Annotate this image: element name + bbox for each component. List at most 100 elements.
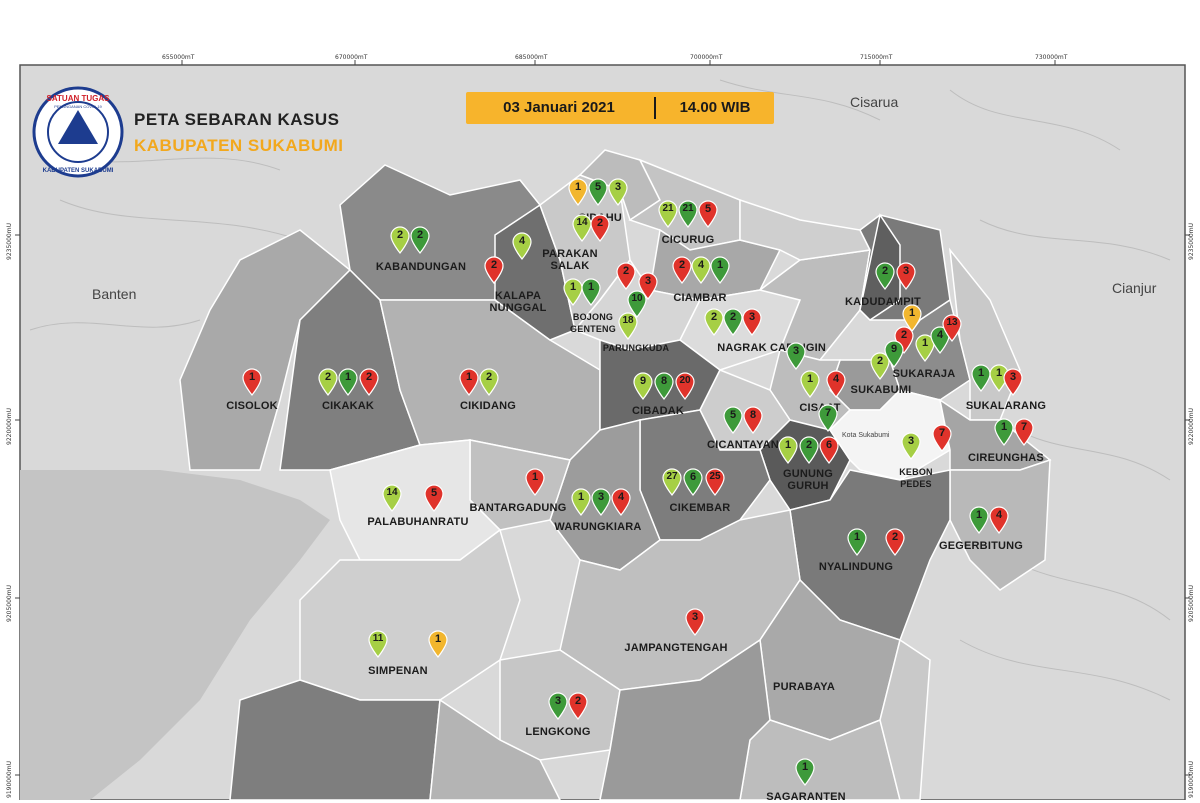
- map-pin-icon: [484, 256, 504, 284]
- case-marker: 2: [484, 256, 504, 284]
- task-force-logo: SATUAN TUGAS KABUPATEN SUKABUMI PENANGAN…: [32, 86, 124, 178]
- map-pin-icon: [884, 340, 904, 368]
- district-label-cikembar: CIKEMBAR: [669, 502, 731, 514]
- case-marker: 8: [654, 372, 674, 400]
- case-count: 1: [853, 531, 861, 543]
- case-count: 1: [531, 471, 539, 483]
- grid-label-right: 9220000mU: [1188, 408, 1195, 445]
- map-pin-icon: [675, 372, 695, 400]
- map-pin-icon: [698, 200, 718, 228]
- grid-label-top: 715000mT: [860, 54, 893, 61]
- district-label-cicurug: CICURUG: [661, 234, 715, 246]
- district-label-sukabumi: SUKABUMI: [850, 384, 912, 396]
- case-marker: 5: [588, 178, 608, 206]
- map-pin-icon: [971, 364, 991, 392]
- case-marker: 2: [390, 226, 410, 254]
- map-pin-icon: [819, 436, 839, 464]
- case-count: 1: [977, 367, 985, 379]
- case-marker: 3: [786, 342, 806, 370]
- case-marker: 5: [723, 406, 743, 434]
- map-pin-icon: [242, 368, 262, 396]
- map-pin-icon: [608, 178, 628, 206]
- map-pin-icon: [512, 232, 532, 260]
- district-label-nyalindung: NYALINDUNG: [818, 561, 894, 573]
- map-pin-icon: [390, 226, 410, 254]
- case-count: 1: [975, 509, 983, 521]
- map-pin-icon: [800, 370, 820, 398]
- case-count: 3: [644, 275, 652, 287]
- district-label-cibadak: CIBADAK: [631, 405, 685, 417]
- case-marker: 1: [915, 334, 935, 362]
- case-count: 2: [416, 229, 424, 241]
- map-pin-icon: [930, 326, 950, 354]
- case-count: 3: [1009, 371, 1017, 383]
- logo-sub-text: PENANGANAN COVID-19: [54, 104, 102, 109]
- map-pin-icon: [338, 368, 358, 396]
- case-count: 1: [465, 371, 473, 383]
- case-count: 2: [490, 259, 498, 271]
- map-pin-icon: [638, 272, 658, 300]
- report-date: 03 Januari 2021: [503, 99, 615, 116]
- report-time: 14.00 WIB: [679, 99, 751, 116]
- map-pin-icon: [581, 278, 601, 306]
- case-marker: 2: [359, 368, 379, 396]
- case-marker: 2: [799, 436, 819, 464]
- case-count: 14: [386, 487, 398, 498]
- case-count: 2: [876, 355, 884, 367]
- case-marker: 1: [800, 370, 820, 398]
- map-pin-icon: [572, 214, 592, 242]
- map-pin-icon: [723, 308, 743, 336]
- map-pin-icon: [611, 488, 631, 516]
- case-marker: 8: [743, 406, 763, 434]
- case-marker: 1: [847, 528, 867, 556]
- district-label-jampangtengah: JAMPANGTENGAH: [624, 642, 728, 654]
- grid-label-right: 9235000mU: [1188, 223, 1195, 260]
- case-count: 1: [716, 259, 724, 271]
- case-marker: 2: [672, 256, 692, 284]
- case-count: 2: [891, 531, 899, 543]
- case-count: 1: [434, 633, 442, 645]
- case-marker: 21: [678, 200, 698, 228]
- logo-bottom-text: KABUPATEN SUKABUMI: [43, 168, 114, 174]
- case-count: 3: [614, 181, 622, 193]
- case-count: 6: [689, 471, 697, 483]
- case-count: 21: [662, 203, 674, 214]
- case-count: 2: [805, 439, 813, 451]
- case-count: 20: [679, 375, 691, 386]
- case-count: 9: [890, 343, 898, 355]
- case-count: 1: [995, 367, 1003, 379]
- region-label-banten: Banten: [92, 286, 137, 302]
- grid-label-top: 700000mT: [690, 54, 723, 61]
- case-marker: 7: [818, 404, 838, 432]
- grid-label-right: 9190000mU: [1188, 761, 1195, 798]
- map-pin-icon: [1014, 418, 1034, 446]
- map-pin-icon: [969, 506, 989, 534]
- case-marker: 1: [242, 368, 262, 396]
- map-pin-icon: [618, 312, 638, 340]
- case-marker: 1: [969, 506, 989, 534]
- district-label-bantargadung: BANTARGADUNG: [469, 502, 567, 514]
- case-count: 3: [597, 491, 605, 503]
- case-count: 3: [554, 695, 562, 707]
- case-count: 3: [907, 435, 915, 447]
- case-count: 8: [749, 409, 757, 421]
- case-marker: 1: [338, 368, 358, 396]
- map-pin-icon: [704, 308, 724, 336]
- map-pin-icon: [591, 488, 611, 516]
- case-marker: 1: [971, 364, 991, 392]
- case-marker: 3: [685, 608, 705, 636]
- case-marker: 7: [932, 424, 952, 452]
- case-marker: 2: [568, 692, 588, 720]
- map-pin-icon: [743, 406, 763, 434]
- district-label-kadudampit: KADUDAMPIT: [845, 296, 921, 308]
- case-marker: 1: [581, 278, 601, 306]
- case-count: 1: [806, 373, 814, 385]
- case-marker: 9: [633, 372, 653, 400]
- case-count: 1: [784, 439, 792, 451]
- case-count: 2: [729, 311, 737, 323]
- map-pin-icon: [989, 364, 1009, 392]
- case-count: 1: [577, 491, 585, 503]
- map-pin-icon: [525, 468, 545, 496]
- map-pin-icon: [778, 436, 798, 464]
- grid-label-top: 685000mT: [515, 54, 548, 61]
